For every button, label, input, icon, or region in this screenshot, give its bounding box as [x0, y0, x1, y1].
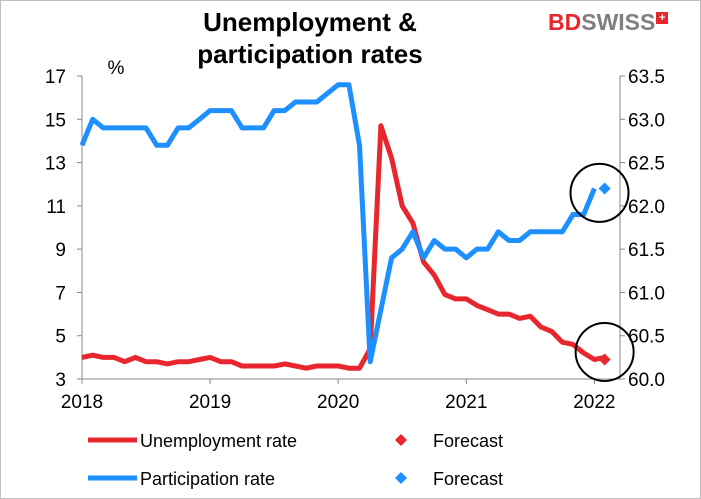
- x-axis-tick-label: 2020: [317, 392, 359, 413]
- right-axis-tick-label: 62.5: [628, 154, 665, 175]
- participation-forecast-point: [598, 182, 611, 195]
- right-axis-tick-label: 63.5: [628, 67, 665, 88]
- x-axis-tick-label: 2022: [573, 392, 615, 413]
- right-axis-tick-label: 61.5: [628, 240, 665, 261]
- logo-plus-icon: +: [656, 12, 669, 24]
- left-axis-tick-label: 15: [45, 110, 66, 131]
- legend-forecast2-marker: [395, 472, 407, 484]
- legend-participation-label: Participation rate: [140, 469, 275, 489]
- legend-forecast1-marker: [395, 434, 407, 446]
- logo-swiss-text: SWISS: [581, 9, 656, 35]
- logo-bd-text: BD: [548, 9, 582, 35]
- right-axis-tick-label: 62.0: [628, 197, 665, 218]
- left-axis-tick-label: 7: [55, 283, 66, 304]
- left-axis-tick-label: 3: [55, 370, 66, 391]
- left-axis-tick-label: 13: [45, 154, 66, 175]
- right-axis-tick-label: 61.0: [628, 283, 665, 304]
- unemployment-forecast-point: [598, 353, 611, 366]
- participation-rate-line: [79, 82, 597, 365]
- bdswiss-logo: BDSWISS +: [548, 9, 669, 35]
- right-axis-tick-label: 60.0: [628, 370, 665, 391]
- left-axis-tick-label: 11: [46, 197, 66, 218]
- left-axis-tick-label: 17: [45, 67, 66, 88]
- unemployment-rate-line: [81, 123, 606, 371]
- legend-unemployment-label: Unemployment rate: [140, 431, 297, 451]
- unemployment-forecast-circle: [574, 321, 635, 382]
- right-axis-tick-label: 63.0: [628, 110, 665, 131]
- right-axis-tick-label: 60.5: [628, 327, 665, 348]
- legend-forecast1-label: Forecast: [433, 431, 503, 451]
- left-axis-unit-label: %: [108, 58, 125, 79]
- chart-title-line1: Unemployment &: [203, 7, 417, 37]
- left-axis-tick-label: 5: [55, 327, 66, 348]
- x-axis-tick-label: 2021: [445, 392, 487, 413]
- x-axis-tick-label: 2019: [189, 392, 231, 413]
- legend-forecast2-label: Forecast: [433, 469, 503, 489]
- left-axis-tick-label: 9: [55, 240, 66, 261]
- participation-forecast-circle: [569, 162, 630, 223]
- chart-title-line2: participation rates: [197, 39, 423, 69]
- chart-title: Unemployment & participation rates: [150, 6, 470, 70]
- x-axis-tick-label: 2018: [61, 392, 103, 413]
